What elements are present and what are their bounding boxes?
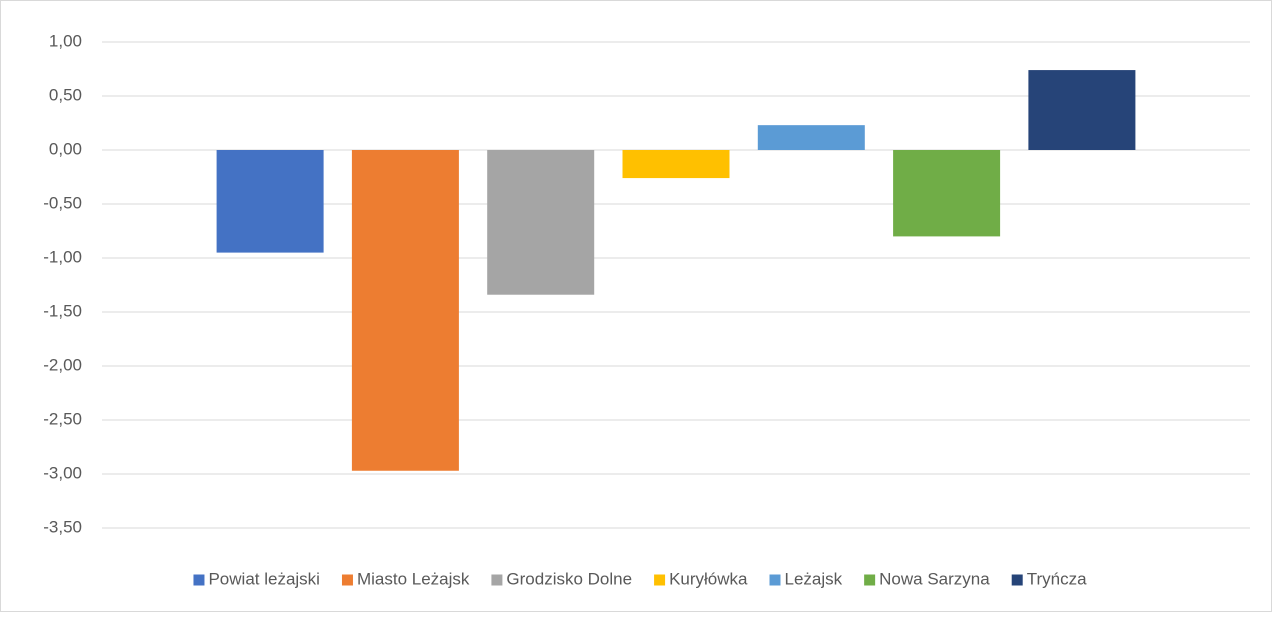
y-tick-label: -0,50 bbox=[43, 193, 82, 212]
legend-label: Kuryłówka bbox=[669, 569, 748, 588]
legend-swatch bbox=[491, 574, 503, 586]
bar bbox=[487, 150, 595, 295]
bar bbox=[757, 125, 865, 150]
bar bbox=[351, 150, 459, 471]
bar bbox=[216, 150, 324, 253]
bar bbox=[622, 150, 730, 179]
legend-label: Nowa Sarzyna bbox=[879, 569, 990, 588]
legend-item: Nowa Sarzyna bbox=[864, 569, 990, 588]
y-tick-label: 1,00 bbox=[49, 31, 82, 50]
legend-item: Leżajsk bbox=[769, 569, 843, 588]
legend-item: Grodzisko Dolne bbox=[491, 569, 632, 588]
legend-label: Powiat leżajski bbox=[208, 569, 320, 588]
y-tick-label: -2,50 bbox=[43, 409, 82, 428]
legend-swatch bbox=[654, 574, 666, 586]
y-tick-label: 0,50 bbox=[49, 85, 82, 104]
y-tick-label: -1,50 bbox=[43, 301, 82, 320]
legend-item: Kuryłówka bbox=[654, 569, 748, 588]
legend-item: Tryńcza bbox=[1011, 569, 1087, 588]
legend-swatch bbox=[1011, 574, 1023, 586]
legend-swatch bbox=[769, 574, 781, 586]
legend-swatch bbox=[341, 574, 353, 586]
bar bbox=[1028, 70, 1136, 150]
bar bbox=[893, 150, 1001, 237]
legend-item: Miasto Leżajsk bbox=[341, 569, 470, 588]
y-tick-label: -2,00 bbox=[43, 355, 82, 374]
legend-item: Powiat leżajski bbox=[193, 569, 320, 588]
legend-label: Grodzisko Dolne bbox=[506, 569, 632, 588]
legend-label: Miasto Leżajsk bbox=[357, 569, 470, 588]
legend-label: Leżajsk bbox=[785, 569, 843, 588]
legend-swatch bbox=[864, 574, 876, 586]
y-tick-label: -3,00 bbox=[43, 463, 82, 482]
y-tick-label: 0,00 bbox=[49, 139, 82, 158]
y-tick-label: -1,00 bbox=[43, 247, 82, 266]
y-tick-label: -3,50 bbox=[43, 517, 82, 536]
legend-swatch bbox=[193, 574, 205, 586]
legend-label: Tryńcza bbox=[1027, 569, 1087, 588]
